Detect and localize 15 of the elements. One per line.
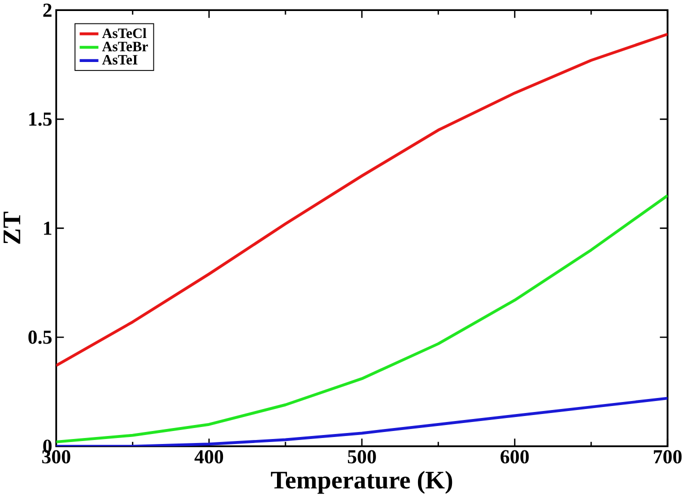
x-tick-label: 400: [194, 450, 224, 464]
y-axis-title: ZT: [4, 212, 20, 244]
x-tick-label: 500: [348, 450, 376, 464]
y-tick-label: 1: [44, 221, 52, 234]
line-series: [56, 396, 668, 446]
legend-label: AsTeBr: [102, 42, 148, 52]
legend-label: AsTeI: [102, 54, 138, 64]
x-tick-label: 700: [654, 450, 682, 464]
y-tick-label: 2: [43, 3, 52, 16]
x-tick-label: 600: [500, 450, 529, 464]
line-series: [56, 194, 668, 444]
y-tick-label: 0.5: [28, 330, 52, 344]
y-tick-label: 1.5: [29, 112, 52, 126]
x-axis-title: Temperature (K): [270, 470, 452, 494]
legend-label: AsTeCl: [102, 28, 146, 38]
